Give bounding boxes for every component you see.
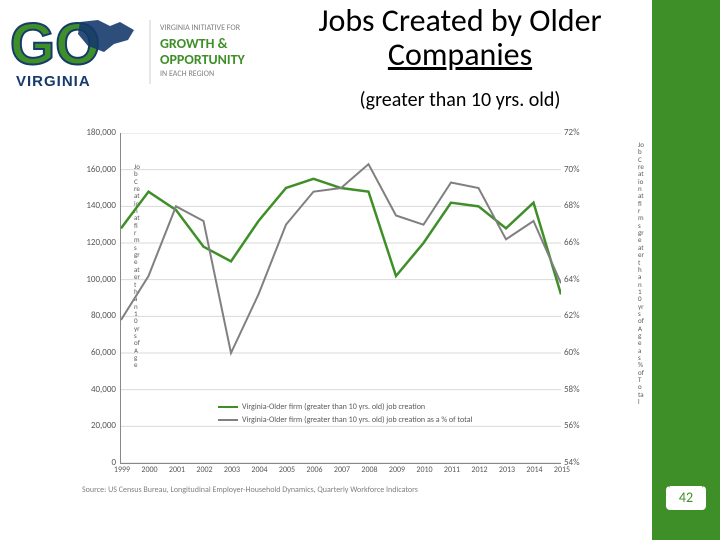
logo-tag1: VIRGINIA INITIATIVE FOR xyxy=(160,23,241,33)
title-line2: Companies xyxy=(388,35,532,74)
x-tick: 1999 xyxy=(110,465,134,475)
x-tick: 2014 xyxy=(523,465,547,475)
y-right-tick: 64% xyxy=(564,274,594,285)
legend-swatch-1 xyxy=(218,406,238,408)
y-left-tick: 60,000 xyxy=(78,347,116,358)
y-right-tick: 70% xyxy=(564,164,594,175)
y-right-tick: 60% xyxy=(564,347,594,358)
x-tick: 2013 xyxy=(495,465,519,475)
slide-subtitle: (greater than 10 yrs. old) xyxy=(270,88,650,112)
jobs-chart: Job Creation at firms greater than 10 yr… xyxy=(78,123,638,503)
logo-tag4: IN EACH REGION xyxy=(160,69,214,79)
x-tick: 2002 xyxy=(193,465,217,475)
legend-swatch-2 xyxy=(218,419,238,421)
y-right-tick: 66% xyxy=(564,237,594,248)
y-left-tick: 80,000 xyxy=(78,310,116,321)
series-pct-of-total xyxy=(121,164,561,353)
x-tick: 2000 xyxy=(138,465,162,475)
x-tick: 2008 xyxy=(358,465,382,475)
logo-tag2: GROWTH & xyxy=(160,35,228,52)
x-tick: 2006 xyxy=(303,465,327,475)
x-tick: 2003 xyxy=(220,465,244,475)
x-tick: 2010 xyxy=(413,465,437,475)
series-job-creation xyxy=(121,179,561,294)
y-right-axis-label: Job Creation at firms greater than 10 yr… xyxy=(638,141,644,405)
y-left-tick: 40,000 xyxy=(78,384,116,395)
x-tick: 2004 xyxy=(248,465,272,475)
legend-label-1: Virginia-Older firm (greater than 10 yrs… xyxy=(242,402,425,412)
y-right-tick: 68% xyxy=(564,200,594,211)
legend-label-2: Virginia-Older firm (greater than 10 yrs… xyxy=(242,415,472,425)
y-left-tick: 180,000 xyxy=(78,127,116,138)
x-tick: 2012 xyxy=(468,465,492,475)
x-tick: 2005 xyxy=(275,465,299,475)
chart-source: Source: US Census Bureau, Longitudinal E… xyxy=(82,485,418,495)
y-left-tick: 100,000 xyxy=(78,274,116,285)
go-virginia-logo: GO VIRGINIA VIRGINIA INITIATIVE FOR GROW… xyxy=(10,8,260,96)
page-number-badge: 42 xyxy=(666,486,706,510)
legend-item-1: Virginia-Older firm (greater than 10 yrs… xyxy=(218,401,472,414)
logo-virginia: VIRGINIA xyxy=(16,73,91,90)
x-tick: 2009 xyxy=(385,465,409,475)
y-left-tick: 120,000 xyxy=(78,237,116,248)
y-right-tick: 62% xyxy=(564,310,594,321)
x-tick: 2007 xyxy=(330,465,354,475)
logo-svg: GO VIRGINIA VIRGINIA INITIATIVE FOR GROW… xyxy=(10,8,260,96)
x-tick: 2011 xyxy=(440,465,464,475)
y-left-tick: 160,000 xyxy=(78,164,116,175)
y-right-tick: 58% xyxy=(564,384,594,395)
y-left-tick: 140,000 xyxy=(78,200,116,211)
page-number: 42 xyxy=(679,489,693,506)
x-tick: 2001 xyxy=(165,465,189,475)
y-left-tick: 20,000 xyxy=(78,420,116,431)
x-tick: 2015 xyxy=(550,465,574,475)
y-right-tick: 72% xyxy=(564,127,594,138)
logo-tag3: OPPORTUNITY xyxy=(160,51,246,68)
chart-legend: Virginia-Older firm (greater than 10 yrs… xyxy=(218,401,472,427)
y-right-tick: 56% xyxy=(564,420,594,431)
legend-item-2: Virginia-Older firm (greater than 10 yrs… xyxy=(218,414,472,427)
slide-title: Jobs Created by Older Companies xyxy=(270,4,650,71)
slide: GO VIRGINIA VIRGINIA INITIATIVE FOR GROW… xyxy=(0,0,720,540)
side-accent-bar xyxy=(652,0,720,540)
